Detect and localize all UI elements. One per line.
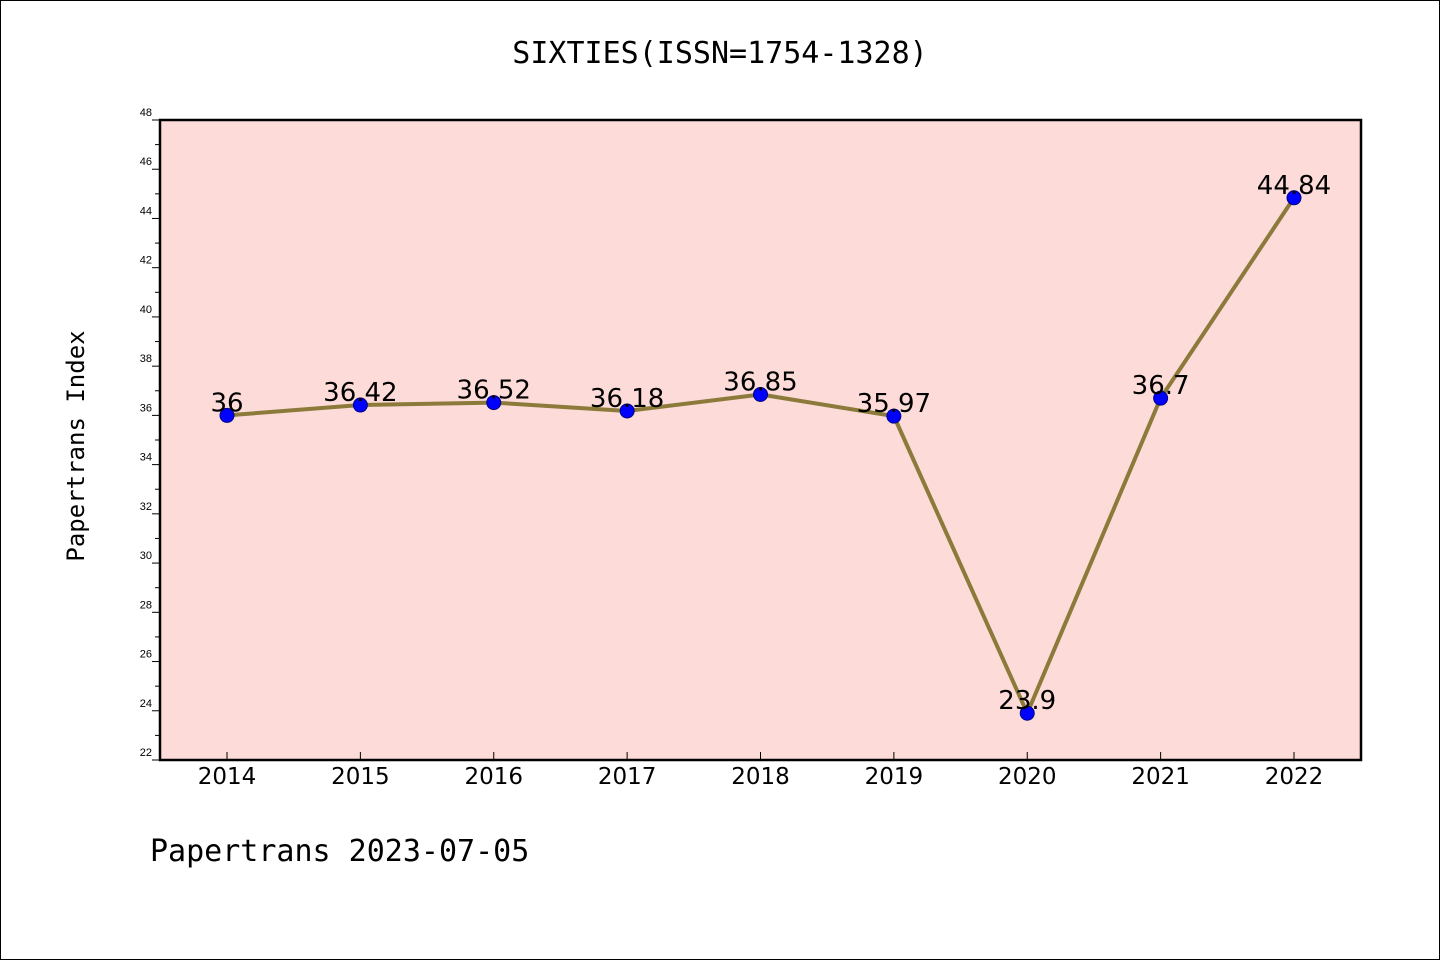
data-point bbox=[219, 407, 235, 423]
data-label: 36.7 bbox=[1132, 371, 1190, 401]
x-tick-label: 2022 bbox=[1265, 764, 1324, 790]
y-tick-label: 48 bbox=[140, 107, 152, 119]
y-tick-label: 42 bbox=[140, 255, 152, 267]
data-point bbox=[486, 395, 502, 411]
y-tick-label: 30 bbox=[140, 550, 152, 562]
data-label: 36 bbox=[210, 388, 243, 418]
data-label: 36.52 bbox=[457, 376, 531, 406]
y-tick-label: 34 bbox=[140, 452, 152, 464]
x-tick-label: 2015 bbox=[331, 764, 390, 790]
plot-area bbox=[160, 120, 1361, 760]
y-tick-label: 22 bbox=[140, 747, 152, 759]
x-axis: 2014 2015 2016 2017 2018 2019 2020 2021 2022 bbox=[198, 752, 1324, 790]
x-tick-label: 2017 bbox=[598, 764, 657, 790]
x-tick-label: 2021 bbox=[1131, 764, 1190, 790]
x-tick-label: 2016 bbox=[464, 764, 523, 790]
y-tick-label: 38 bbox=[140, 353, 152, 365]
y-tick-label: 46 bbox=[140, 156, 152, 168]
x-tick-label: 2019 bbox=[865, 764, 924, 790]
data-label: 36.18 bbox=[590, 384, 664, 414]
data-label: 35.97 bbox=[857, 389, 931, 419]
y-tick-label: 28 bbox=[140, 599, 152, 611]
y-tick-label: 32 bbox=[140, 501, 152, 513]
footer-credit: Papertrans 2023-07-05 bbox=[150, 834, 530, 869]
data-point bbox=[1019, 705, 1035, 721]
data-point bbox=[352, 397, 368, 413]
data-point bbox=[886, 408, 902, 424]
data-markers bbox=[219, 190, 1302, 721]
data-point bbox=[1153, 390, 1169, 406]
x-tick-label: 2020 bbox=[998, 764, 1057, 790]
data-labels: 36 36.42 36.52 36.18 36.85 35.97 23.9 36.7 44.84 bbox=[210, 171, 1331, 716]
x-tick-label: 2018 bbox=[731, 764, 790, 790]
data-label: 44.84 bbox=[1257, 171, 1331, 201]
y-tick-label: 44 bbox=[140, 205, 152, 217]
data-point bbox=[619, 403, 635, 419]
y-tick-label: 26 bbox=[140, 649, 152, 661]
data-label: 36.42 bbox=[323, 378, 397, 408]
y-tick-label: 24 bbox=[140, 698, 152, 710]
y-axis: 22 24 26 28 30 32 34 36 38 40 42 44 46 48 bbox=[140, 107, 160, 761]
data-point bbox=[1286, 190, 1302, 206]
data-label: 23.9 bbox=[998, 686, 1056, 716]
data-label: 36.85 bbox=[723, 367, 797, 397]
plot-border bbox=[158, 118, 1363, 762]
y-tick-label: 36 bbox=[140, 402, 152, 414]
data-point bbox=[753, 386, 768, 402]
x-tick-label: 2014 bbox=[198, 764, 257, 790]
y-tick-label: 40 bbox=[140, 304, 152, 316]
chart-title: SIXTIES(ISSN=1754-1328) bbox=[512, 36, 928, 71]
